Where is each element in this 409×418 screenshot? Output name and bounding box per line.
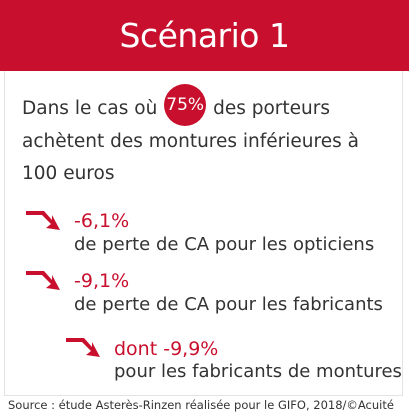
stat-description: pour les fabricants de montures [114,361,402,382]
stat-description: de perte de CA pour les fabricants [74,294,383,315]
down-right-arrow-icon [66,338,100,357]
source-caption: Source : étude Asterès-Rinzen réalisée p… [8,398,394,412]
down-right-arrow-icon [26,211,60,230]
page-title: Scénario 1 [119,16,290,55]
intro-text: Dans le cas où 75% des porteurs achètent… [22,84,362,190]
down-right-arrow-icon [26,271,60,290]
stat-value: dont -9,9% [114,338,219,360]
percentage-badge: 75% [164,84,207,126]
stat-value: -9,1% [74,270,130,292]
intro-text-before: Dans le cas où [22,98,158,119]
stat-value: -6,1% [74,210,130,232]
title-banner: Scénario 1 [0,0,409,71]
intro-text-after: des porteurs achètent des montures infér… [22,98,359,184]
content-card [4,71,403,396]
stat-description: de perte de CA pour les opticiens [74,234,375,255]
